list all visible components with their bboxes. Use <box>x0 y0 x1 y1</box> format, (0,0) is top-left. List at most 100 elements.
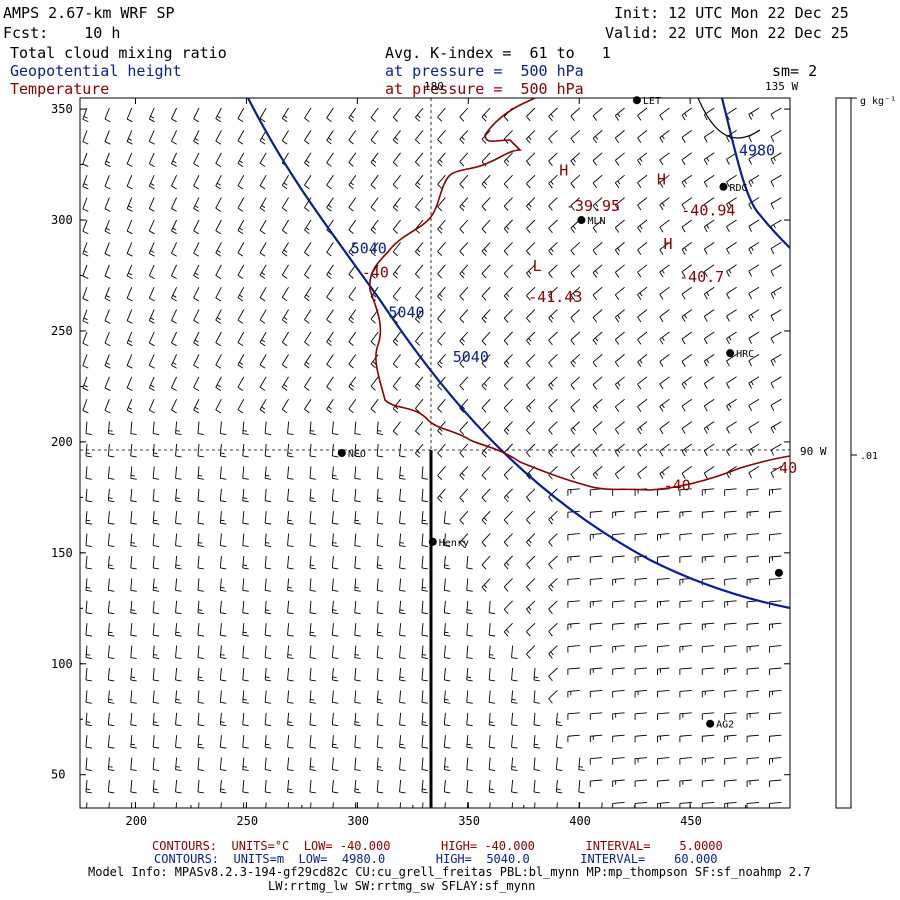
wind-barb <box>533 712 540 727</box>
wind-barb <box>331 443 339 458</box>
wind-barb <box>82 376 89 391</box>
station-henry: Henry <box>428 537 469 549</box>
wind-barb <box>681 398 693 412</box>
wind-barb <box>421 779 428 794</box>
wind-barb <box>197 466 204 480</box>
wind-barb <box>656 757 670 765</box>
wind-barb <box>768 712 782 720</box>
wind-barb <box>281 264 289 279</box>
wind-barb <box>281 354 289 369</box>
wind-barb <box>466 712 473 727</box>
station-dot <box>577 216 586 225</box>
wind-barb <box>348 376 357 391</box>
wind-barb <box>376 712 384 727</box>
wind-barb <box>309 421 316 435</box>
wind-barb <box>370 242 379 257</box>
wind-barb <box>592 286 603 301</box>
wind-barb <box>459 533 469 548</box>
wind-barb <box>548 376 558 390</box>
wind-barb <box>237 286 245 302</box>
wind-barb <box>503 331 513 346</box>
wind-barb <box>437 130 446 145</box>
wind-barb <box>726 331 737 345</box>
wind-barb <box>770 174 782 187</box>
wind-barb <box>724 689 737 698</box>
wind-barb <box>746 577 760 586</box>
wind-barb <box>237 242 245 257</box>
wind-barb <box>264 667 272 682</box>
wind-barb <box>287 511 294 525</box>
wind-barb <box>768 510 782 519</box>
wind-barb <box>726 421 737 434</box>
wind-barb <box>85 690 92 704</box>
field-temperature: Temperature <box>10 80 110 98</box>
wind-barb <box>726 376 737 389</box>
wind-barb <box>107 690 115 704</box>
wind-barb <box>193 242 200 257</box>
x-tick-label: 400 <box>569 814 591 828</box>
wind-barb <box>614 286 625 300</box>
wind-barb <box>592 107 603 121</box>
wind-barb <box>242 667 249 682</box>
footer-model-info-2: LW:rrtmg_lw SW:rrtmg_sw SFLAY:sf_mynn <box>268 879 536 893</box>
wind-barb <box>287 802 290 808</box>
wind-barb <box>548 152 558 166</box>
wind-barb <box>220 802 222 808</box>
wind-barb <box>503 600 513 615</box>
wind-barb <box>659 376 670 390</box>
wind-barb <box>567 533 580 541</box>
wind-barb <box>331 712 339 727</box>
wind-barb <box>526 488 536 503</box>
wind-barb <box>701 488 715 496</box>
wind-barb <box>242 712 249 727</box>
wind-barb <box>82 175 89 190</box>
wind-barb <box>567 645 580 653</box>
wind-barbs <box>82 107 782 808</box>
wind-barb <box>548 443 558 458</box>
wind-barb <box>259 130 267 145</box>
wind-barb <box>85 600 92 615</box>
wind-barb <box>770 152 782 165</box>
wind-barb <box>748 219 760 232</box>
wind-barb <box>592 219 603 233</box>
wind-barb <box>679 555 692 564</box>
wind-barb <box>237 107 245 123</box>
wind-barb <box>376 488 384 503</box>
wind-barb <box>614 264 625 278</box>
wind-barb <box>567 577 580 586</box>
y-tick-label: 100 <box>51 657 73 671</box>
wind-barb <box>242 779 249 794</box>
wind-barb <box>768 488 782 496</box>
wind-barb <box>578 757 585 771</box>
wind-barb <box>481 107 491 122</box>
wind-barb <box>376 533 384 547</box>
wind-barb <box>770 309 782 322</box>
temp-contour-label: -40 <box>362 264 389 282</box>
wind-barb <box>326 197 334 212</box>
wind-barb <box>703 264 715 277</box>
wind-barb <box>399 667 406 682</box>
wind-barb <box>415 286 424 301</box>
wind-barb <box>304 152 312 167</box>
wind-barb <box>354 488 361 503</box>
x-tick-label: 250 <box>236 814 258 828</box>
wind-barb <box>193 286 200 302</box>
wind-barb <box>511 779 518 794</box>
wind-barb <box>503 466 513 480</box>
wind-barb <box>354 533 361 547</box>
wind-barb <box>724 645 737 653</box>
wind-barb <box>679 757 692 765</box>
valid-time: Valid: 22 UTC Mon 22 Dec 25 <box>605 24 849 42</box>
wind-barb <box>548 197 558 211</box>
wind-barb <box>376 690 384 704</box>
wind-barb <box>770 331 782 344</box>
wind-barb <box>526 331 536 346</box>
wind-barb <box>130 533 137 547</box>
wind-barb <box>746 734 760 743</box>
wind-barb <box>264 690 272 704</box>
wind-barb <box>659 242 670 255</box>
wind-barb <box>287 578 294 592</box>
wind-barb <box>703 398 715 412</box>
wind-barb <box>437 354 446 369</box>
